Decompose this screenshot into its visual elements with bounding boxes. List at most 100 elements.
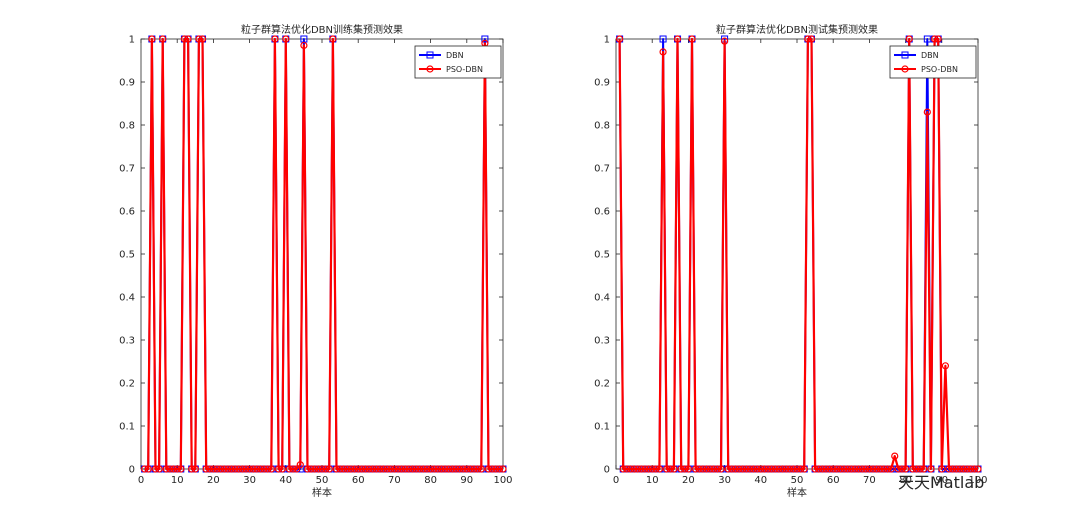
data-point-pso-dbn [717, 465, 725, 473]
data-point-pso-dbn [775, 465, 783, 473]
data-point-pso-dbn [695, 465, 703, 473]
data-point-pso-dbn [793, 465, 801, 473]
y-tick-label: 1 [129, 35, 135, 46]
data-point-pso-dbn [652, 465, 660, 473]
data-point-pso-dbn [854, 465, 863, 473]
data-point-pso-dbn [818, 465, 826, 473]
x-tick-label: 100 [968, 475, 987, 486]
data-point-pso-dbn [920, 465, 928, 473]
data-point-pso-dbn [749, 465, 758, 473]
data-point-pso-dbn [217, 465, 225, 473]
data-point-pso-dbn [427, 465, 435, 473]
y-tick-label: 0.7 [119, 164, 135, 175]
x-tick-label: 80 [424, 475, 437, 486]
data-point-pso-dbn [256, 465, 265, 473]
legend-marker-square [426, 51, 434, 59]
x-tick-label: 10 [171, 475, 184, 486]
data-point-pso-dbn [724, 465, 732, 473]
data-point-pso-dbn [151, 465, 160, 473]
data-point-pso-dbn [938, 465, 946, 473]
legend-box [889, 45, 977, 79]
data-point-pso-dbn [735, 465, 743, 473]
data-point-pso-dbn [742, 465, 750, 473]
y-tick-label: 0.7 [594, 164, 610, 175]
series-line-pso-dbn [618, 37, 978, 471]
data-point-pso-dbn [891, 452, 899, 460]
data-point-pso-dbn [293, 465, 301, 473]
data-point-pso-dbn [833, 465, 841, 473]
data-point-pso-dbn [318, 465, 326, 473]
data-point-pso-dbn [220, 465, 228, 473]
data-point-pso-dbn [739, 465, 747, 473]
data-point-pso-dbn [894, 465, 902, 473]
data-point-pso-dbn [416, 465, 424, 473]
data-point-pso-dbn [350, 465, 359, 473]
x-tick-label: 100 [493, 475, 512, 486]
data-point-pso-dbn [231, 465, 239, 473]
data-point-pso-dbn [303, 465, 312, 473]
x-tick-label: 0 [138, 475, 144, 486]
data-point-pso-dbn [474, 465, 482, 473]
legend-label: PSO-DBN [446, 65, 483, 74]
data-point-pso-dbn [706, 465, 714, 473]
chart-title: 粒子群算法优化DBN训练集预测效果 [241, 23, 403, 36]
x-tick-label: 20 [682, 475, 695, 486]
data-point-pso-dbn [278, 465, 286, 473]
data-point-pso-dbn [195, 35, 203, 43]
data-point-pso-dbn [246, 465, 254, 473]
y-tick-label: 0.1 [119, 422, 135, 433]
data-point-pso-dbn [616, 35, 624, 43]
data-point-pso-dbn [398, 465, 406, 473]
legend: DBN PSO-DBN [414, 45, 502, 79]
x-tick-label: 40 [754, 475, 767, 486]
x-tick-label: 50 [791, 475, 804, 486]
data-point-pso-dbn [681, 465, 689, 473]
data-point-pso-dbn [619, 465, 627, 473]
data-point-pso-dbn [289, 465, 297, 473]
data-point-pso-dbn [655, 465, 664, 473]
data-point-pso-dbn [340, 465, 348, 473]
data-point-pso-dbn [963, 465, 971, 473]
data-point-pso-dbn [825, 465, 834, 473]
legend-label: DBN [446, 51, 464, 60]
y-tick-label: 0.4 [119, 293, 135, 304]
data-point-pso-dbn [974, 465, 982, 473]
data-point-pso-dbn [626, 465, 635, 473]
data-point-pso-dbn [623, 465, 631, 473]
data-point-pso-dbn [764, 465, 772, 473]
data-point-pso-dbn [358, 465, 366, 473]
data-point-pso-dbn [365, 465, 373, 473]
x-tick-label: 90 [935, 475, 948, 486]
data-point-pso-dbn [692, 465, 700, 473]
data-point-pso-dbn [347, 465, 355, 473]
y-tick-label: 0.2 [119, 379, 135, 390]
data-point-pso-dbn [757, 465, 765, 473]
x-tick-label: 70 [863, 475, 876, 486]
data-point-pso-dbn [746, 465, 754, 473]
data-point-pso-dbn [728, 465, 736, 473]
data-point-pso-dbn [242, 465, 250, 473]
data-point-pso-dbn [499, 465, 507, 473]
x-tick-label: 60 [352, 475, 365, 486]
legend-marker-circle [901, 65, 909, 73]
data-point-pso-dbn [488, 465, 496, 473]
data-point-pso-dbn [970, 465, 978, 473]
data-point-pso-dbn [898, 465, 906, 473]
data-point-pso-dbn [644, 465, 653, 473]
data-point-pso-dbn [797, 465, 805, 473]
data-point-pso-dbn [311, 465, 319, 473]
y-tick-label: 0.2 [594, 379, 610, 390]
data-point-pso-dbn [282, 35, 290, 43]
data-point-pso-dbn [760, 465, 769, 473]
data-point-pso-dbn [173, 465, 181, 473]
data-point-pso-dbn [434, 465, 442, 473]
y-tick-label: 0.3 [119, 336, 135, 347]
data-point-pso-dbn [945, 465, 953, 473]
data-point-pso-dbn [887, 465, 895, 473]
data-point-pso-dbn [923, 108, 931, 116]
data-point-pso-dbn [666, 465, 674, 473]
y-tick-label: 1 [604, 35, 610, 46]
data-point-pso-dbn [448, 465, 456, 473]
data-point-pso-dbn [909, 465, 917, 473]
data-point-pso-dbn [202, 465, 210, 473]
